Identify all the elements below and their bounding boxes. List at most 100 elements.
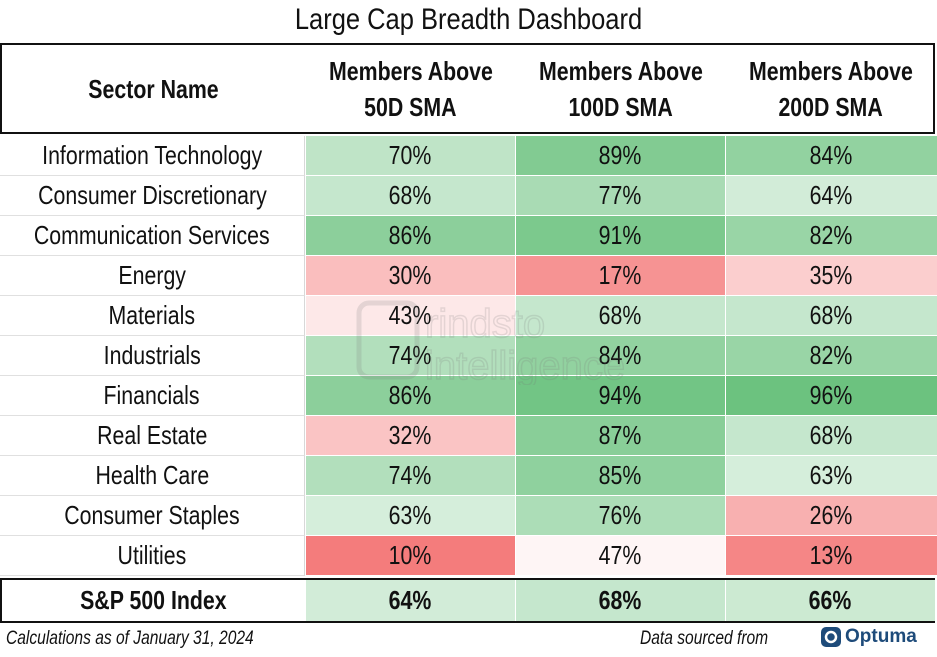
value-label: 26% (810, 500, 853, 530)
value-label: 94% (599, 380, 642, 410)
sector-name-cell: Utilities (0, 536, 305, 576)
table-row: Information Technology 70% 89% 84% (0, 136, 937, 176)
value-cell-v100: 94% (515, 376, 725, 416)
value-label: 96% (810, 380, 853, 410)
source-note: Data sourced from (640, 628, 769, 649)
sector-name: Energy (118, 260, 186, 290)
value-label: 74% (389, 460, 432, 490)
value-label: 74% (389, 340, 432, 370)
value-label: 87% (599, 420, 642, 450)
value-cell-v100: 68% (515, 296, 725, 336)
sector-name: Real Estate (96, 420, 208, 450)
sector-name-cell: Communication Services (0, 216, 305, 256)
table-row: Materials 43% 68% 68% (0, 296, 937, 336)
value-label: 84% (599, 340, 642, 370)
header-100d-line2: 100D SMA (568, 91, 674, 122)
value-label: 68% (810, 420, 853, 450)
table-row: Energy 30% 17% 35% (0, 256, 937, 296)
value-cell-v100: 76% (515, 496, 725, 536)
value-label: 91% (599, 220, 642, 250)
value-cell-v50: 74% (305, 336, 515, 376)
value-cell-v200: 82% (725, 216, 937, 256)
value-cell-v100: 87% (515, 416, 725, 456)
value-label: 85% (599, 460, 642, 490)
value-cell-v100: 85% (515, 456, 725, 496)
value-cell-v50: 63% (305, 496, 515, 536)
sector-name: Utilities (117, 540, 187, 570)
header-200d: Members Above 200D SMA (726, 45, 935, 132)
header-100d: Members Above 100D SMA (516, 45, 726, 132)
value-label: 84% (810, 140, 853, 170)
table-row: Real Estate 32% 87% 68% (0, 416, 937, 456)
total-value-label: 66% (809, 585, 852, 615)
value-label: 30% (389, 260, 432, 290)
value-label: 70% (389, 140, 432, 170)
table-row: Industrials 74% 84% 82% (0, 336, 937, 376)
header-100d-line1: Members Above (539, 55, 703, 86)
total-value-cell-v100: 68% (515, 580, 725, 621)
value-cell-v50: 70% (305, 136, 515, 176)
table-row: Communication Services 86% 91% 82% (0, 216, 937, 256)
table-row: Consumer Staples 63% 76% 26% (0, 496, 937, 536)
value-label: 47% (599, 540, 642, 570)
value-cell-v50: 30% (305, 256, 515, 296)
value-label: 86% (389, 380, 432, 410)
value-cell-v50: 43% (305, 296, 515, 336)
sector-name-cell: Health Care (0, 456, 305, 496)
value-label: 13% (810, 540, 853, 570)
value-label: 86% (389, 220, 432, 250)
value-cell-v100: 89% (515, 136, 725, 176)
header-sector: Sector Name (2, 45, 305, 132)
value-cell-v200: 96% (725, 376, 937, 416)
value-label: 77% (599, 180, 642, 210)
total-value-label: 64% (389, 585, 432, 615)
value-cell-v200: 64% (725, 176, 937, 216)
optuma-logo-text: Optuma (845, 626, 917, 647)
value-label: 82% (810, 220, 853, 250)
header-200d-line1: Members Above (748, 55, 913, 86)
table-header: Sector Name Members Above 50D SMA Member… (0, 43, 935, 134)
value-label: 68% (599, 300, 642, 330)
sector-name-cell: Consumer Staples (0, 496, 305, 536)
sector-name: Health Care (95, 460, 209, 490)
value-cell-v100: 77% (515, 176, 725, 216)
breadth-table: Sector Name Members Above 50D SMA Member… (0, 43, 937, 625)
sector-name-cell: Information Technology (0, 136, 305, 176)
header-50d-line2: 50D SMA (364, 91, 457, 122)
total-value-cell-v200: 66% (725, 580, 935, 621)
total-row: S&P 500 Index 64% 68% 66% (0, 578, 935, 623)
total-value-label: 68% (599, 585, 642, 615)
table-row: Utilities 10% 47% 13% (0, 536, 937, 576)
value-label: 68% (810, 300, 853, 330)
sector-name-cell: Consumer Discretionary (0, 176, 305, 216)
value-cell-v200: 68% (725, 296, 937, 336)
value-label: 64% (810, 180, 853, 210)
value-cell-v100: 84% (515, 336, 725, 376)
page-title: Large Cap Breadth Dashboard (294, 3, 643, 36)
value-cell-v100: 47% (515, 536, 725, 576)
value-label: 76% (599, 500, 642, 530)
value-cell-v50: 32% (305, 416, 515, 456)
sector-name: Materials (108, 300, 196, 330)
value-cell-v200: 68% (725, 416, 937, 456)
value-label: 17% (599, 260, 642, 290)
value-label: 32% (389, 420, 432, 450)
value-cell-v200: 13% (725, 536, 937, 576)
value-label: 10% (389, 540, 432, 570)
sector-name: Financials (104, 380, 200, 410)
value-label: 35% (810, 260, 853, 290)
header-50d: Members Above 50D SMA (305, 45, 516, 132)
calc-note: Calculations as of January 31, 2024 (6, 628, 254, 649)
value-cell-v200: 35% (725, 256, 937, 296)
sector-name-cell: Financials (0, 376, 305, 416)
optuma-logo-icon (821, 627, 841, 647)
sector-name: Industrials (103, 340, 201, 370)
table-row: Health Care 74% 85% 63% (0, 456, 937, 496)
value-cell-v100: 17% (515, 256, 725, 296)
value-cell-v200: 82% (725, 336, 937, 376)
header-sector-label: Sector Name (88, 73, 219, 104)
sector-name-cell: Real Estate (0, 416, 305, 456)
value-label: 89% (599, 140, 642, 170)
table-row: Consumer Discretionary 68% 77% 64% (0, 176, 937, 216)
value-cell-v50: 68% (305, 176, 515, 216)
